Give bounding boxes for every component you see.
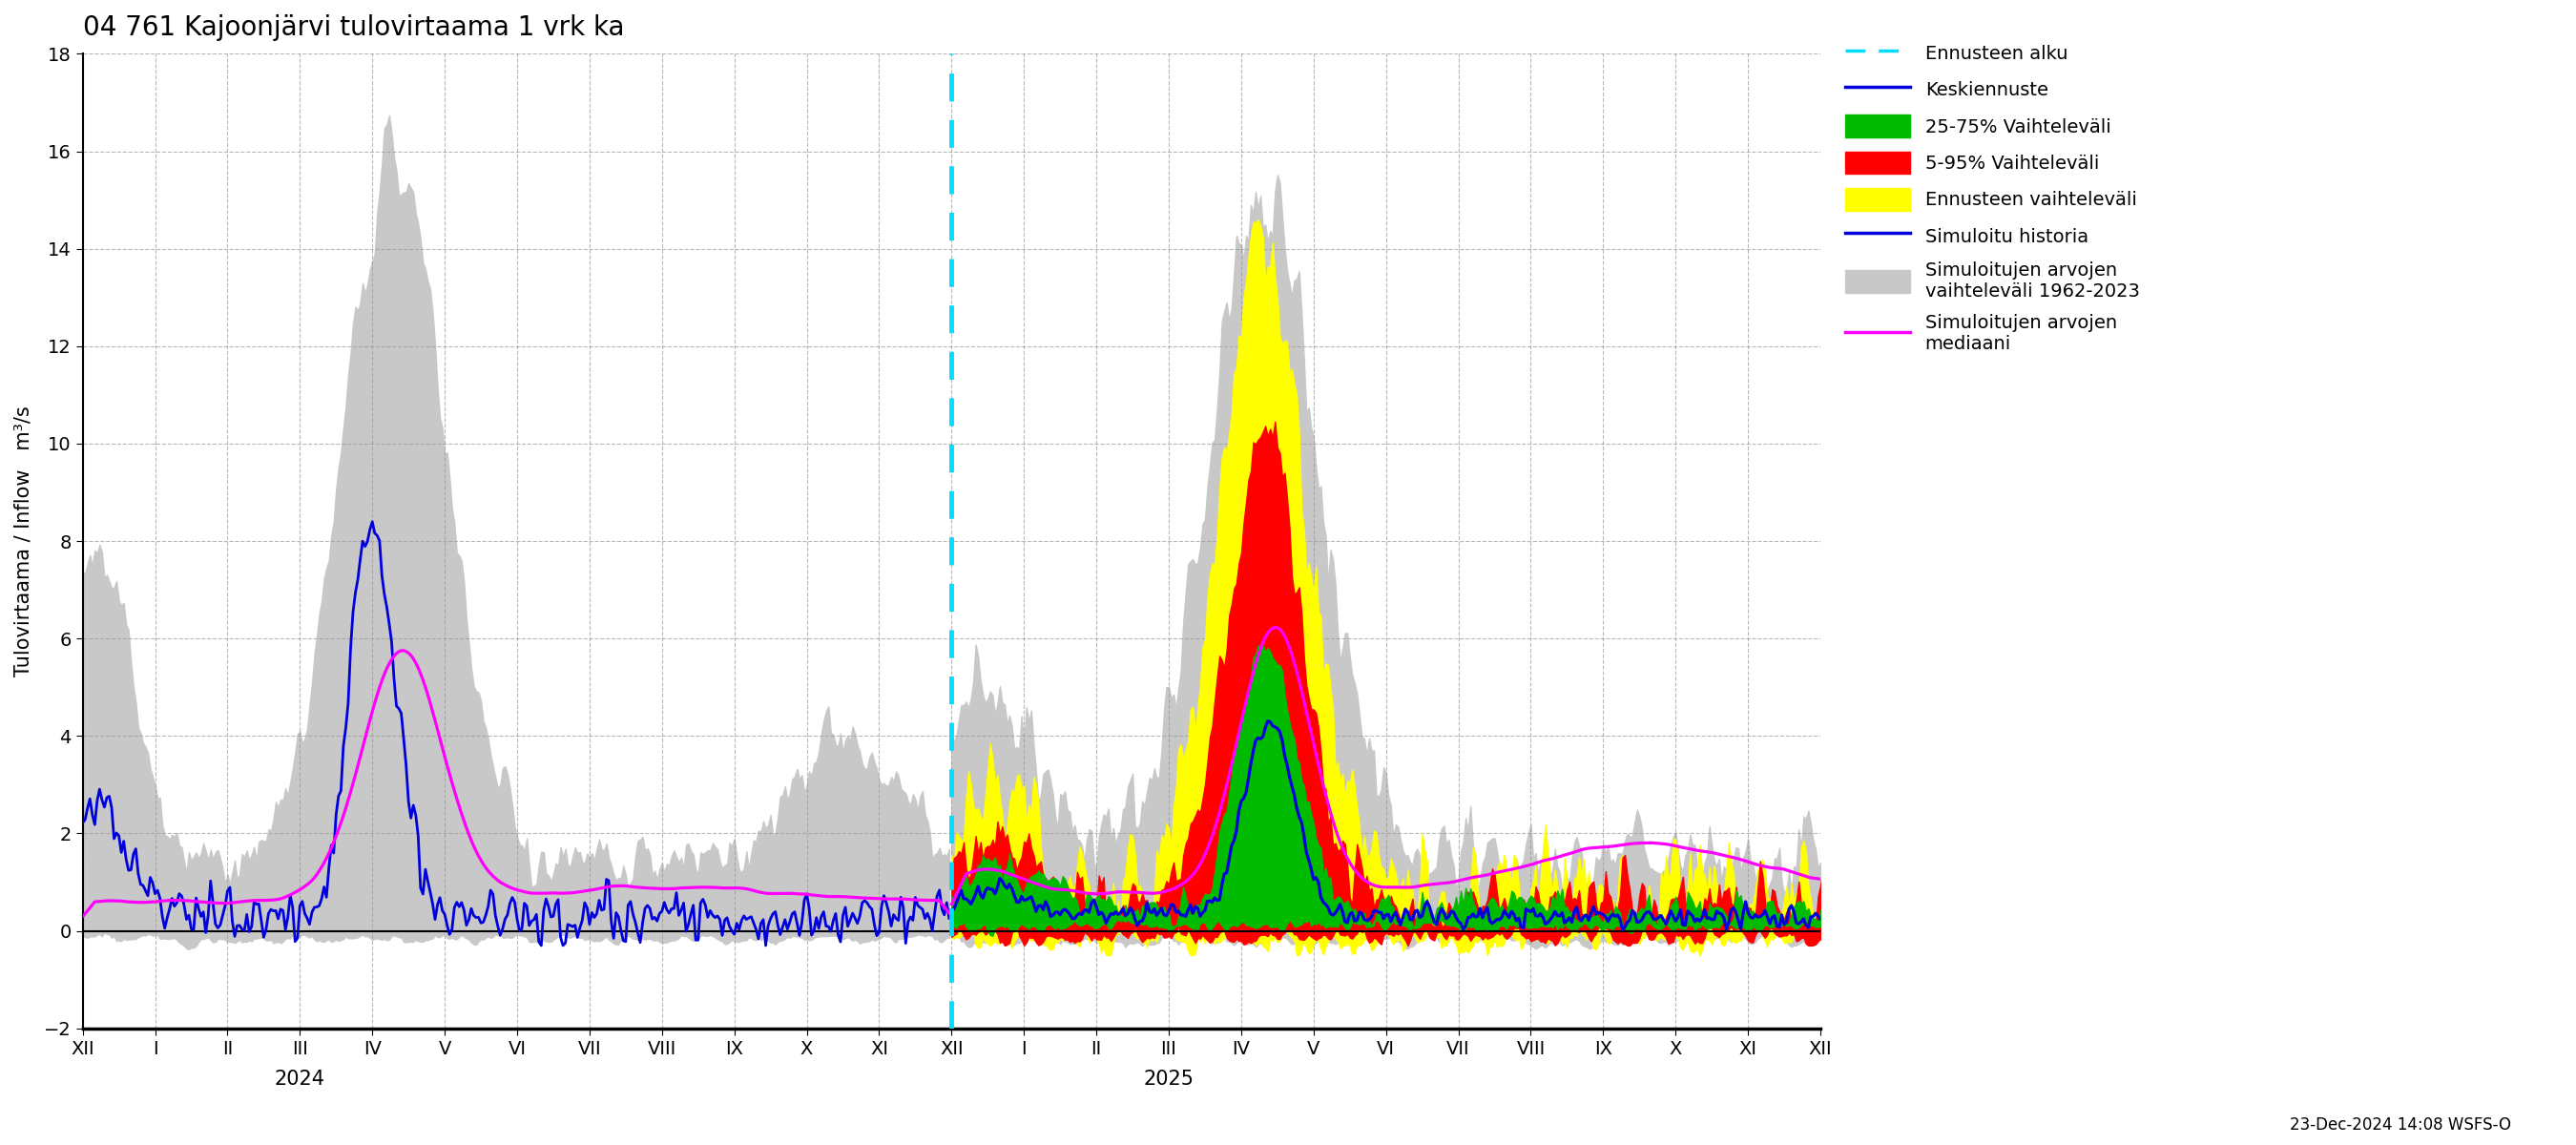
Text: 2025: 2025 <box>1144 1069 1195 1089</box>
Legend: Ennusteen alku, Keskiennuste, 25-75% Vaihteleväli, 5-95% Vaihteleväli, Ennusteen: Ennusteen alku, Keskiennuste, 25-75% Vai… <box>1837 34 2146 361</box>
Text: 23-Dec-2024 14:08 WSFS-O: 23-Dec-2024 14:08 WSFS-O <box>2290 1116 2512 1134</box>
Y-axis label: Tulovirtaama / Inflow   m³/s: Tulovirtaama / Inflow m³/s <box>15 405 33 677</box>
Text: 04 761 Kajoonjärvi tulovirtaama 1 vrk ka: 04 761 Kajoonjärvi tulovirtaama 1 vrk ka <box>82 14 623 41</box>
Text: 2024: 2024 <box>276 1069 325 1089</box>
